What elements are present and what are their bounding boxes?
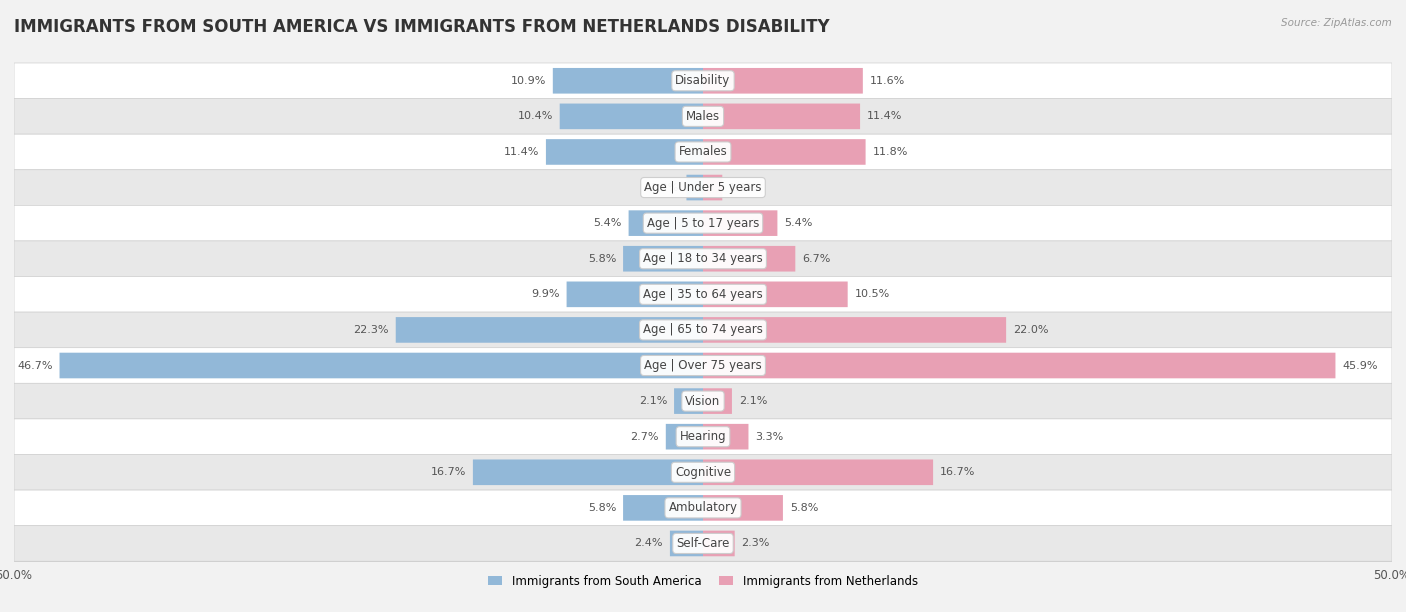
Text: 2.7%: 2.7% bbox=[630, 431, 659, 442]
FancyBboxPatch shape bbox=[14, 455, 1392, 490]
FancyBboxPatch shape bbox=[703, 460, 934, 485]
Text: 22.0%: 22.0% bbox=[1012, 325, 1049, 335]
Text: 11.6%: 11.6% bbox=[870, 76, 905, 86]
Text: 45.9%: 45.9% bbox=[1343, 360, 1378, 370]
Text: Age | 65 to 74 years: Age | 65 to 74 years bbox=[643, 323, 763, 337]
FancyBboxPatch shape bbox=[703, 388, 733, 414]
Text: 16.7%: 16.7% bbox=[430, 468, 465, 477]
FancyBboxPatch shape bbox=[14, 277, 1392, 312]
Text: Age | Over 75 years: Age | Over 75 years bbox=[644, 359, 762, 372]
FancyBboxPatch shape bbox=[14, 170, 1392, 206]
FancyBboxPatch shape bbox=[628, 211, 703, 236]
FancyBboxPatch shape bbox=[673, 388, 703, 414]
Text: Vision: Vision bbox=[685, 395, 721, 408]
Text: 5.8%: 5.8% bbox=[588, 254, 616, 264]
FancyBboxPatch shape bbox=[703, 424, 748, 449]
Text: 2.1%: 2.1% bbox=[638, 396, 668, 406]
FancyBboxPatch shape bbox=[623, 495, 703, 521]
Text: 2.1%: 2.1% bbox=[738, 396, 768, 406]
FancyBboxPatch shape bbox=[703, 211, 778, 236]
Text: 46.7%: 46.7% bbox=[17, 360, 52, 370]
Text: 2.3%: 2.3% bbox=[741, 539, 770, 548]
FancyBboxPatch shape bbox=[14, 312, 1392, 348]
FancyBboxPatch shape bbox=[14, 206, 1392, 241]
FancyBboxPatch shape bbox=[553, 68, 703, 94]
Text: Self-Care: Self-Care bbox=[676, 537, 730, 550]
Text: 6.7%: 6.7% bbox=[803, 254, 831, 264]
Text: 5.4%: 5.4% bbox=[785, 218, 813, 228]
Text: 11.4%: 11.4% bbox=[503, 147, 538, 157]
Text: 22.3%: 22.3% bbox=[353, 325, 389, 335]
Text: 5.4%: 5.4% bbox=[593, 218, 621, 228]
Legend: Immigrants from South America, Immigrants from Netherlands: Immigrants from South America, Immigrant… bbox=[484, 570, 922, 592]
Text: 11.8%: 11.8% bbox=[873, 147, 908, 157]
Text: Age | 18 to 34 years: Age | 18 to 34 years bbox=[643, 252, 763, 265]
Text: Disability: Disability bbox=[675, 74, 731, 88]
FancyBboxPatch shape bbox=[567, 282, 703, 307]
Text: 9.9%: 9.9% bbox=[531, 289, 560, 299]
Text: Males: Males bbox=[686, 110, 720, 123]
FancyBboxPatch shape bbox=[703, 246, 796, 272]
Text: IMMIGRANTS FROM SOUTH AMERICA VS IMMIGRANTS FROM NETHERLANDS DISABILITY: IMMIGRANTS FROM SOUTH AMERICA VS IMMIGRA… bbox=[14, 18, 830, 36]
FancyBboxPatch shape bbox=[703, 531, 735, 556]
FancyBboxPatch shape bbox=[703, 103, 860, 129]
FancyBboxPatch shape bbox=[703, 317, 1007, 343]
Text: 1.2%: 1.2% bbox=[651, 182, 679, 193]
FancyBboxPatch shape bbox=[14, 490, 1392, 526]
FancyBboxPatch shape bbox=[14, 383, 1392, 419]
FancyBboxPatch shape bbox=[14, 63, 1392, 99]
FancyBboxPatch shape bbox=[59, 353, 703, 378]
Text: 10.4%: 10.4% bbox=[517, 111, 553, 121]
Text: Age | 5 to 17 years: Age | 5 to 17 years bbox=[647, 217, 759, 230]
Text: 3.3%: 3.3% bbox=[755, 431, 783, 442]
Text: 5.8%: 5.8% bbox=[588, 503, 616, 513]
Text: Ambulatory: Ambulatory bbox=[668, 501, 738, 514]
FancyBboxPatch shape bbox=[14, 526, 1392, 561]
FancyBboxPatch shape bbox=[703, 68, 863, 94]
Text: Females: Females bbox=[679, 146, 727, 159]
Text: Hearing: Hearing bbox=[679, 430, 727, 443]
FancyBboxPatch shape bbox=[686, 175, 703, 200]
FancyBboxPatch shape bbox=[666, 424, 703, 449]
FancyBboxPatch shape bbox=[14, 134, 1392, 170]
FancyBboxPatch shape bbox=[395, 317, 703, 343]
Text: 1.4%: 1.4% bbox=[730, 182, 758, 193]
FancyBboxPatch shape bbox=[560, 103, 703, 129]
Text: 10.5%: 10.5% bbox=[855, 289, 890, 299]
Text: Age | Under 5 years: Age | Under 5 years bbox=[644, 181, 762, 194]
FancyBboxPatch shape bbox=[14, 99, 1392, 134]
Text: 2.4%: 2.4% bbox=[634, 539, 664, 548]
Text: Source: ZipAtlas.com: Source: ZipAtlas.com bbox=[1281, 18, 1392, 28]
FancyBboxPatch shape bbox=[703, 139, 866, 165]
Text: 16.7%: 16.7% bbox=[941, 468, 976, 477]
Text: 11.4%: 11.4% bbox=[868, 111, 903, 121]
FancyBboxPatch shape bbox=[623, 246, 703, 272]
FancyBboxPatch shape bbox=[14, 419, 1392, 455]
Text: 10.9%: 10.9% bbox=[510, 76, 546, 86]
FancyBboxPatch shape bbox=[546, 139, 703, 165]
Text: Cognitive: Cognitive bbox=[675, 466, 731, 479]
FancyBboxPatch shape bbox=[703, 282, 848, 307]
FancyBboxPatch shape bbox=[14, 241, 1392, 277]
FancyBboxPatch shape bbox=[14, 348, 1392, 383]
Text: 5.8%: 5.8% bbox=[790, 503, 818, 513]
FancyBboxPatch shape bbox=[703, 175, 723, 200]
FancyBboxPatch shape bbox=[703, 353, 1336, 378]
FancyBboxPatch shape bbox=[472, 460, 703, 485]
FancyBboxPatch shape bbox=[703, 495, 783, 521]
FancyBboxPatch shape bbox=[669, 531, 703, 556]
Text: Age | 35 to 64 years: Age | 35 to 64 years bbox=[643, 288, 763, 301]
